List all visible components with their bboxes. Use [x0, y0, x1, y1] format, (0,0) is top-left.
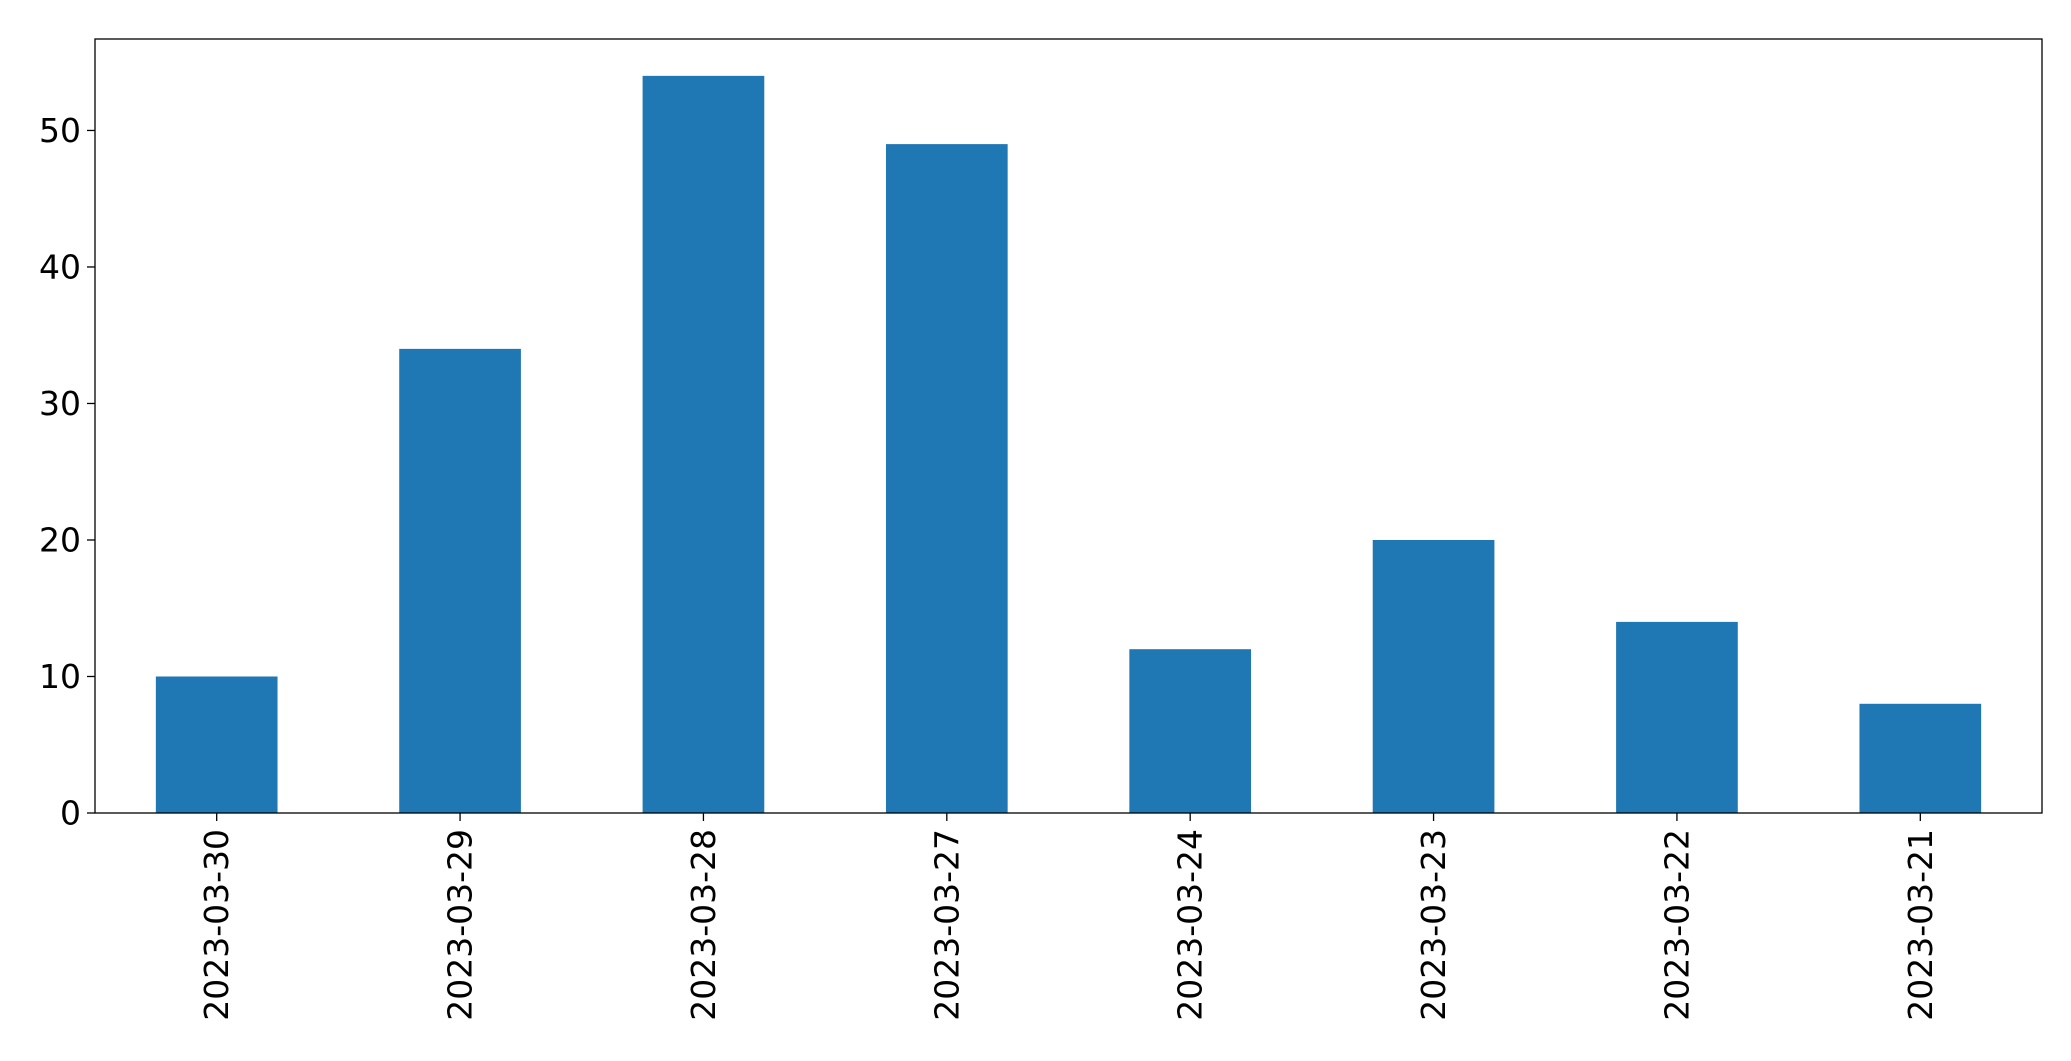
y-axis: 0 10 20 30 40 50: [39, 111, 95, 833]
x-tick-label: 2023-03-28: [684, 829, 723, 1021]
x-tick-label: 2023-03-29: [441, 829, 480, 1021]
x-tick-label: 2023-03-24: [1171, 829, 1210, 1021]
bars-group: [155, 75, 1982, 814]
x-tick-label: 2023-03-23: [1414, 829, 1453, 1021]
bar-2023-03-30: [155, 676, 278, 813]
bar-2023-03-21: [1859, 703, 1982, 813]
x-tick-label: 2023-03-27: [927, 829, 966, 1021]
x-tick-label: 2023-03-22: [1657, 829, 1696, 1021]
plot-frame: [94, 38, 2043, 814]
bar-2023-03-29: [399, 348, 521, 813]
y-tick-label: 0: [60, 794, 81, 833]
x-axis: 2023-03-30 2023-03-29 2023-03-28 2023-03-27…: [197, 813, 1940, 1021]
x-tick-label: 2023-03-30: [197, 829, 236, 1021]
y-tick-label: 30: [39, 384, 81, 423]
bar-2023-03-24: [1129, 649, 1252, 813]
bar-2023-03-23: [1372, 539, 1495, 813]
y-tick-label: 20: [39, 520, 81, 559]
bar-2023-03-27: [885, 144, 1008, 814]
y-tick-label: 10: [39, 657, 81, 696]
bar-2023-03-28: [642, 75, 765, 814]
y-tick-label: 50: [39, 111, 81, 150]
bar-2023-03-22: [1616, 621, 1738, 813]
y-tick-label: 40: [39, 247, 81, 286]
x-tick-label: 2023-03-21: [1901, 829, 1940, 1021]
